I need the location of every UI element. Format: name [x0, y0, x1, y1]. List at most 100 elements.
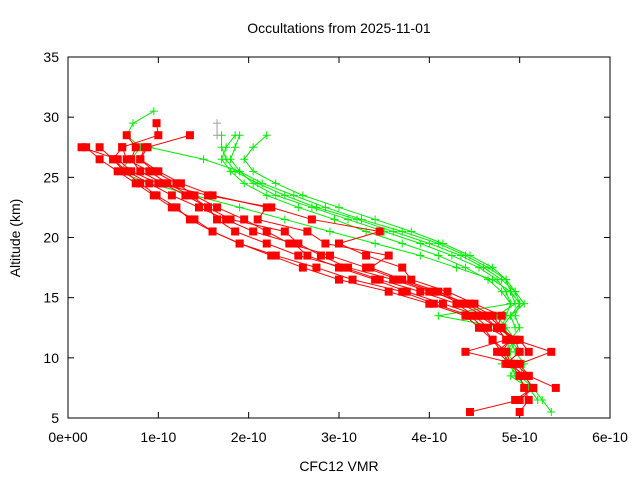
- data-point: [520, 383, 529, 392]
- data-point: [348, 275, 357, 284]
- data-point: [122, 131, 131, 140]
- data-point: [475, 311, 484, 320]
- data-point: [371, 275, 380, 284]
- data-point: [149, 107, 158, 116]
- data-point: [149, 167, 158, 176]
- data-point: [95, 155, 104, 164]
- x-tick-label: 4e-10: [411, 429, 447, 445]
- series-red-7: [77, 143, 533, 356]
- data-point: [127, 167, 136, 176]
- data-point: [167, 191, 176, 200]
- data-point: [140, 143, 149, 152]
- data-point: [465, 299, 474, 308]
- data-point: [515, 347, 524, 356]
- data-point: [371, 239, 380, 248]
- data-point: [335, 275, 343, 284]
- data-point: [353, 215, 362, 224]
- data-point: [389, 275, 398, 284]
- data-point: [425, 299, 434, 308]
- data-point: [280, 215, 289, 224]
- data-point: [77, 143, 86, 152]
- data-point: [402, 287, 411, 296]
- data-point: [154, 179, 163, 188]
- data-point: [294, 203, 303, 212]
- data-point: [303, 251, 312, 260]
- data-point: [122, 155, 131, 164]
- data-point: [240, 179, 249, 188]
- data-point: [109, 155, 118, 164]
- data-point: [425, 287, 434, 296]
- data-point: [127, 155, 136, 164]
- data-point: [497, 287, 506, 296]
- data-point: [425, 239, 434, 248]
- data-point: [398, 275, 407, 284]
- data-point: [506, 311, 515, 320]
- data-point: [515, 299, 524, 308]
- data-point: [298, 191, 307, 200]
- data-point: [479, 323, 488, 332]
- data-point: [497, 323, 506, 332]
- data-point: [249, 143, 258, 152]
- data-point: [262, 227, 271, 236]
- data-point: [416, 251, 425, 260]
- data-point: [515, 335, 524, 344]
- data-point: [213, 215, 222, 224]
- data-point: [452, 299, 461, 308]
- data-point: [118, 143, 127, 152]
- data-point: [307, 215, 316, 224]
- data-point: [213, 119, 222, 128]
- data-point: [194, 203, 203, 212]
- data-point: [240, 155, 249, 164]
- x-tick-label: 5e-10: [502, 429, 538, 445]
- series-red-6: [118, 143, 515, 356]
- data-point: [149, 191, 158, 200]
- plot-frame: [67, 56, 611, 419]
- data-point: [375, 227, 384, 236]
- data-point: [289, 239, 298, 248]
- data-point: [497, 311, 506, 320]
- series-line: [126, 134, 534, 401]
- data-point: [447, 251, 456, 260]
- data-point: [547, 407, 556, 416]
- data-point: [185, 131, 194, 140]
- data-point: [484, 275, 493, 284]
- data-point: [461, 347, 470, 356]
- data-point: [321, 239, 330, 248]
- data-point: [479, 263, 488, 272]
- series-green-12: [145, 143, 520, 368]
- series-red-4: [95, 143, 533, 380]
- data-point: [136, 179, 145, 188]
- data-point: [231, 143, 240, 152]
- data-point: [204, 203, 213, 212]
- data-point: [262, 131, 271, 140]
- data-point: [325, 227, 334, 236]
- data-point: [479, 311, 488, 320]
- y-tick-label: 5: [51, 410, 59, 426]
- series-line: [243, 134, 530, 389]
- data-point: [208, 227, 217, 236]
- data-point: [136, 167, 145, 176]
- data-point: [312, 203, 321, 212]
- data-point: [398, 263, 407, 272]
- data-point: [502, 347, 511, 356]
- data-point: [456, 251, 465, 260]
- series-line: [81, 146, 530, 353]
- data-point: [547, 347, 556, 356]
- data-point: [434, 239, 443, 248]
- data-point: [131, 143, 140, 152]
- data-point: [493, 323, 502, 332]
- data-point: [344, 263, 353, 272]
- data-point: [384, 287, 393, 296]
- data-point: [185, 215, 194, 224]
- data-point: [312, 263, 321, 272]
- data-point: [515, 395, 524, 404]
- data-point: [511, 359, 520, 368]
- data-point: [145, 167, 154, 176]
- data-point: [271, 251, 280, 260]
- data-point: [470, 299, 479, 308]
- data-point: [231, 167, 240, 176]
- data-point: [217, 143, 226, 152]
- data-point: [520, 371, 529, 380]
- data-point: [316, 251, 325, 260]
- data-point: [226, 215, 235, 224]
